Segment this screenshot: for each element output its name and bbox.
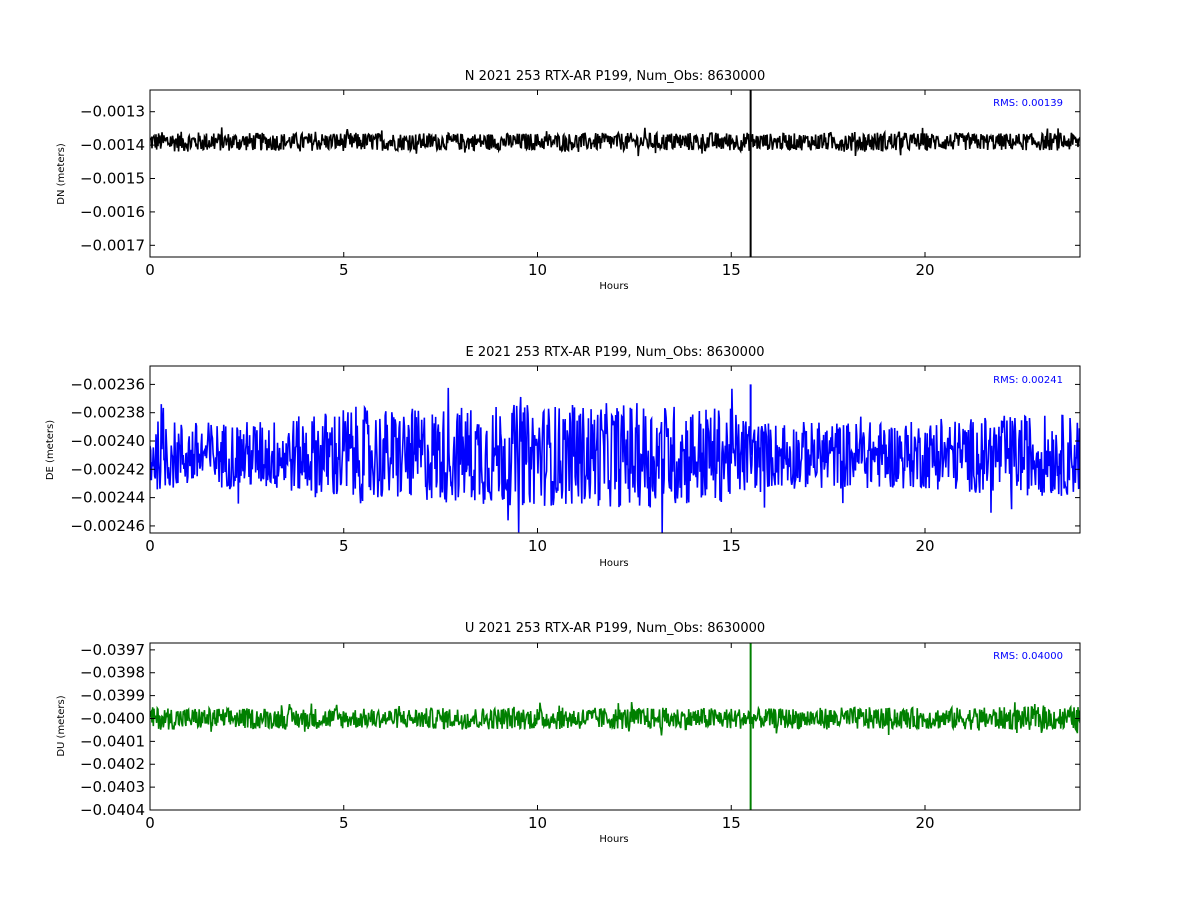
y-axis: −0.0013 −0.0014 −0.0015 −0.0016 −0.0017 [80,103,1080,254]
y-tick-label: −0.0397 [80,641,145,659]
x-tick-label: 5 [339,537,349,555]
y-tick-label: −0.0016 [80,203,145,221]
y-tick-label: −0.00246 [70,517,145,535]
y-tick-label: −0.00244 [70,489,145,507]
plot-area [150,384,1080,533]
rms-annotation: RMS: 0.00139 [993,98,1063,109]
panel-title: U 2021 253 RTX-AR P199, Num_Obs: 8630000 [465,621,765,636]
y-tick-label: −0.0398 [80,664,145,682]
y-tick-label: −0.0403 [80,778,145,796]
y-axis-label: DE (meters) [45,420,56,480]
plot-area [150,643,1080,810]
y-tick-label: −0.0402 [80,755,145,773]
panel-title: N 2021 253 RTX-AR P199, Num_Obs: 8630000 [465,69,765,84]
x-tick-label: 0 [145,261,155,279]
y-axis-label: DN (meters) [56,143,67,205]
x-axis: 0 5 10 15 20 [145,366,935,555]
x-tick-label: 20 [915,537,934,555]
x-axis-label: Hours [599,558,628,569]
axes-frame [149,89,1081,258]
y-tick-label: −0.0400 [80,709,145,727]
x-tick-label: 15 [722,814,741,832]
y-axis-label: DU (meters) [56,695,67,756]
x-tick-label: 15 [722,537,741,555]
plot-area [150,90,1080,257]
x-axis-label: Hours [599,281,628,292]
rms-annotation: RMS: 0.00241 [993,375,1063,386]
axes-frame [149,642,1081,811]
y-tick-label: −0.0013 [80,103,145,121]
panel-up: U 2021 253 RTX-AR P199, Num_Obs: 8630000… [56,621,1081,845]
panel-title: E 2021 253 RTX-AR P199, Num_Obs: 8630000 [466,345,765,360]
x-axis: 0 5 10 15 20 [145,643,935,832]
x-axis-label: Hours [599,834,628,845]
y-tick-label: −0.0399 [80,687,145,705]
y-tick-label: −0.00238 [70,404,145,422]
panel-east: E 2021 253 RTX-AR P199, Num_Obs: 8630000… [45,345,1081,569]
x-tick-label: 15 [722,261,741,279]
y-axis: −0.00236 −0.00238 −0.00240 −0.00242 −0.00244… [70,375,1080,535]
y-tick-label: −0.0017 [80,236,145,254]
y-tick-label: −0.0015 [80,170,145,188]
y-tick-label: −0.00236 [70,375,145,393]
series-line [150,387,1080,533]
x-tick-label: 5 [339,814,349,832]
rms-annotation: RMS: 0.04000 [993,651,1063,662]
y-tick-label: −0.0014 [80,136,145,154]
x-axis: 0 5 10 15 20 [145,90,935,279]
y-tick-label: −0.0401 [80,732,145,750]
x-tick-label: 20 [915,261,934,279]
y-axis: −0.0397 −0.0398 −0.0399 −0.0400 −0.0401 −0.04… [80,641,1080,819]
panel-north: N 2021 253 RTX-AR P199, Num_Obs: 8630000… [56,69,1081,292]
x-tick-label: 10 [528,537,547,555]
y-tick-label: −0.0404 [80,801,145,819]
series-line [150,127,1080,157]
series-line [150,702,1080,736]
x-tick-label: 10 [528,814,547,832]
x-tick-label: 10 [528,261,547,279]
x-tick-label: 0 [145,814,155,832]
x-tick-label: 0 [145,537,155,555]
axes-frame [149,365,1081,534]
y-tick-label: −0.00242 [70,460,145,478]
x-tick-label: 5 [339,261,349,279]
x-tick-label: 20 [915,814,934,832]
y-tick-label: −0.00240 [70,432,145,450]
